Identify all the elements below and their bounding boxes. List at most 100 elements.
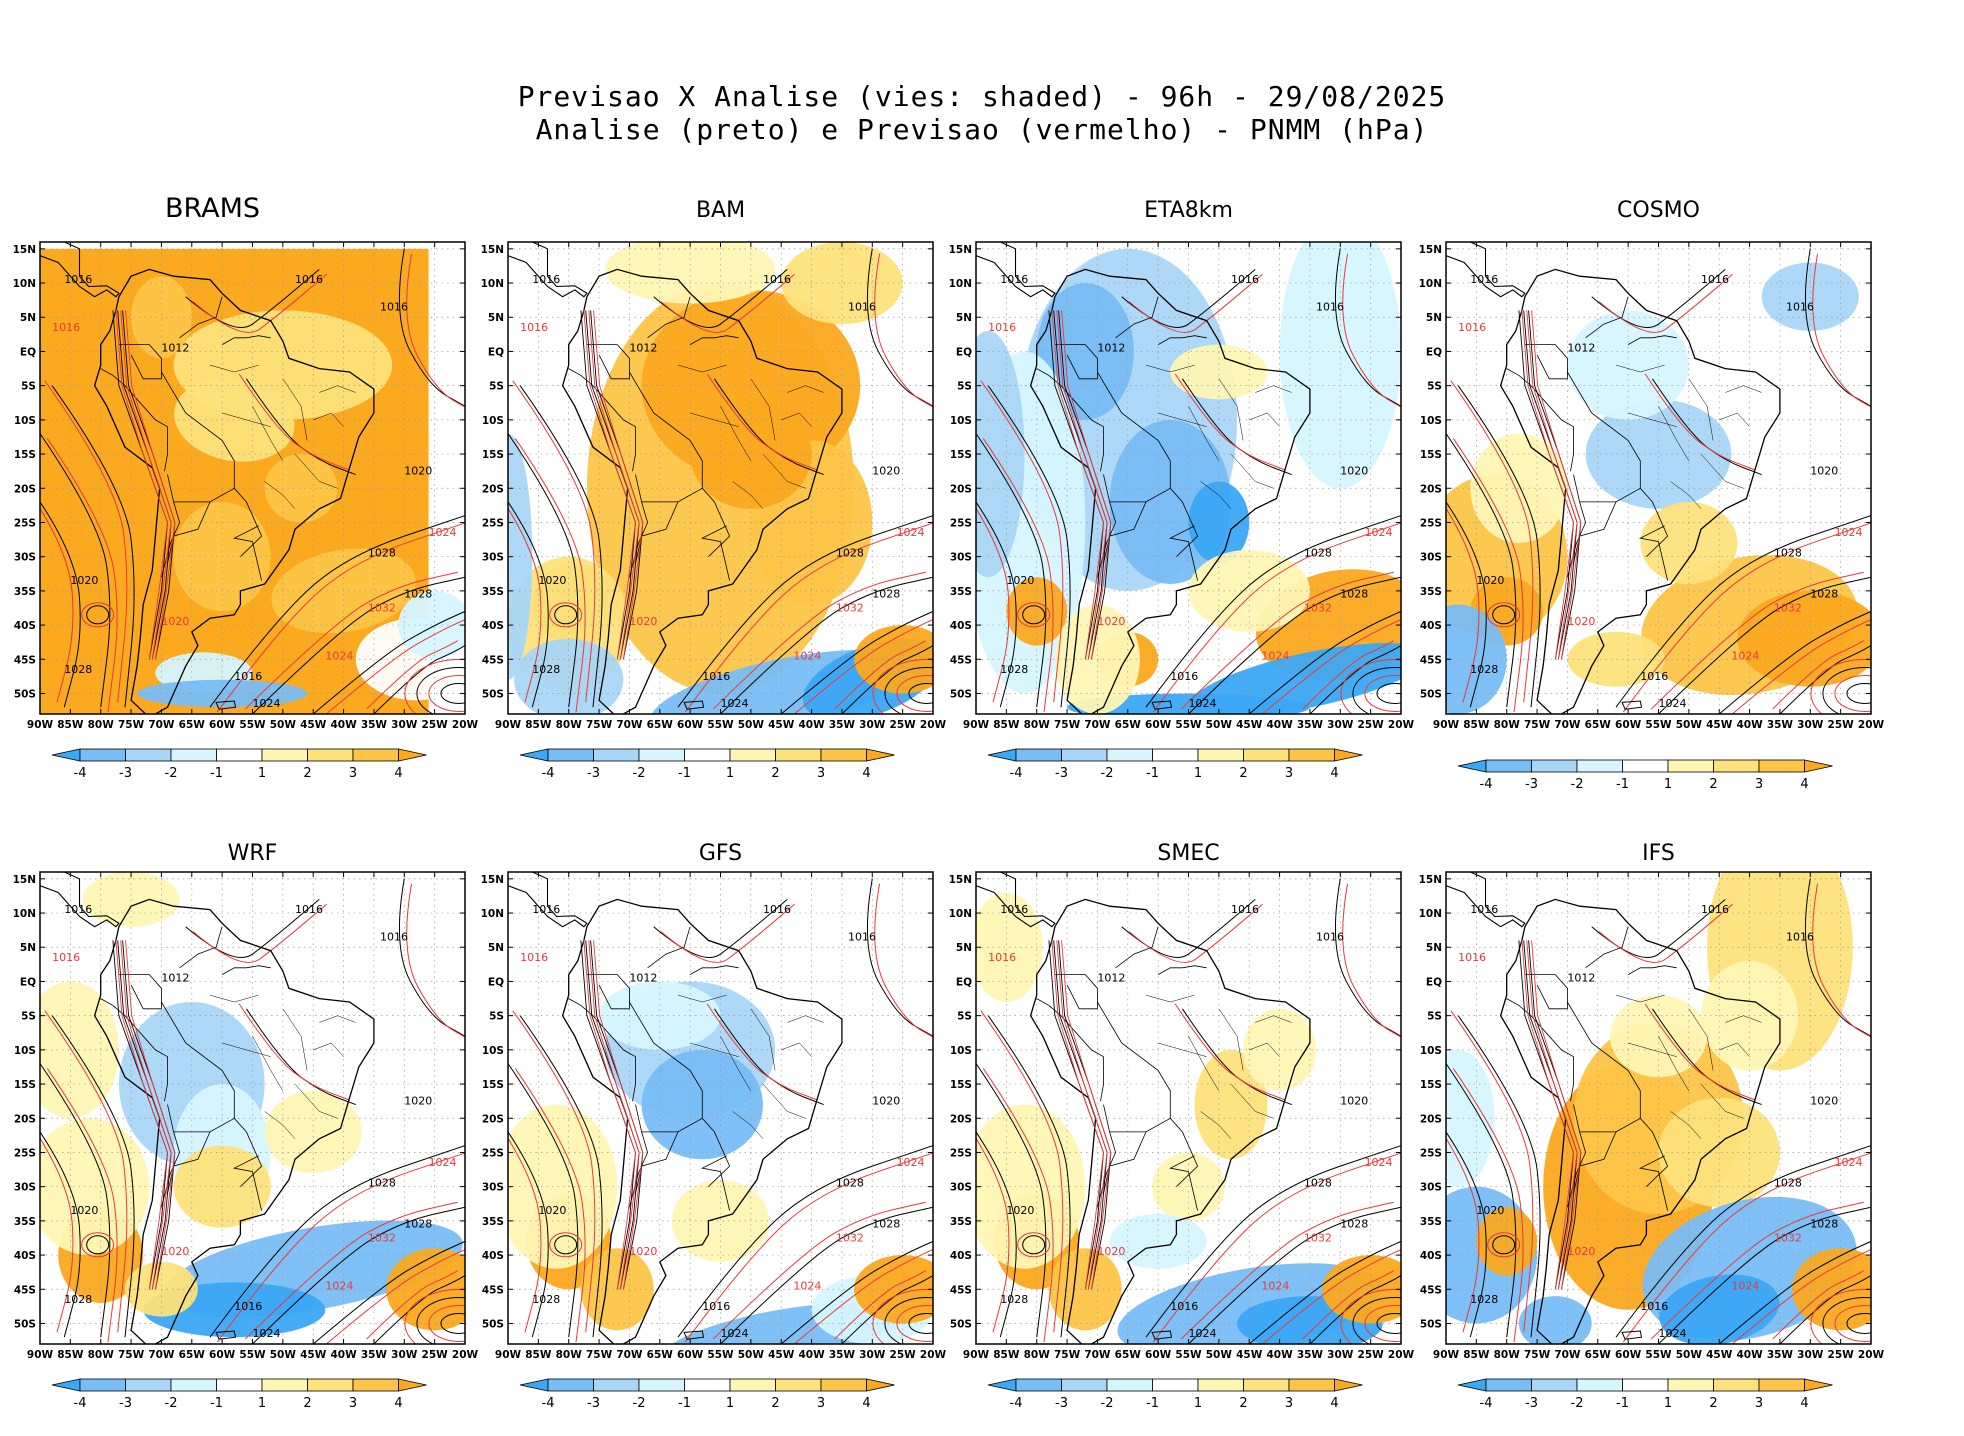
isobar-label: 1020 [70,1204,98,1217]
forecast-isobar [366,640,458,710]
lat-label: 45S [14,654,36,666]
colorbar-segment [352,748,399,762]
forecast-isobar [834,640,926,710]
lon-label: 40W [798,1349,825,1361]
colorbar-label: 4 [394,1396,402,1411]
lat-label: 10S [1420,415,1442,427]
country-border [1627,335,1677,345]
analysis-isobar [1446,433,1517,708]
colorbar-segment [638,1378,685,1392]
forecast-isobar [588,310,640,660]
colorbar-label: -1 [1616,1396,1629,1411]
lon-label: 60W [1145,719,1172,731]
isobar-label: 1012 [1097,341,1125,354]
state-border [1628,412,1677,427]
lat-label: 5S [489,381,504,393]
isobar-label: 1012 [1567,971,1595,984]
colorbar-label: -2 [633,1396,646,1411]
lat-label: 25S [482,517,504,529]
coastline-falklands [1151,1330,1173,1340]
colorbar-segment [729,1378,776,1392]
coastline-central-america [976,872,1056,928]
lon-label: 60W [1145,1349,1172,1361]
lat-label: 30S [14,1182,36,1194]
panel-title: BAM [696,198,745,223]
lat-label: 20S [14,483,36,495]
figure-subtitle: Analise (preto) e Previsao (vermelho) - … [535,113,1429,146]
state-border [787,1015,824,1023]
country-border [586,344,630,380]
lon-label: 40W [798,719,825,731]
colorbar-label: 4 [862,1396,870,1411]
forecast-isobar [593,940,644,1290]
country-border [568,998,636,1102]
state-border [1628,1042,1677,1057]
lat-label: 20S [482,1113,504,1125]
lat-label: 15S [1420,1079,1442,1091]
colorbar-segment [1015,1378,1062,1392]
forecast-isobar [1450,1010,1534,1333]
lat-label: 25S [950,517,972,529]
country-border [647,926,691,969]
colorbar-segment [1015,748,1062,762]
colorbar-label: 2 [1239,1396,1247,1411]
analysis-isobar [1145,1145,1401,1338]
isobar-label: 1032 [1774,1231,1802,1244]
lon-label: 90W [495,719,522,731]
lon-label: 90W [495,1349,522,1361]
state-border [677,994,727,1003]
forecast-isobar [1452,1068,1524,1343]
isobar-ring [884,666,933,714]
colorbar-label: -1 [678,766,691,781]
lat-label: 10S [14,1045,36,1057]
lat-label: 45S [950,1284,972,1296]
colorbar-label: 3 [1755,777,1763,792]
colorbar-segment [1622,1378,1669,1392]
isobar-ring [896,674,933,712]
state-border [1230,1083,1274,1119]
country-border [1115,296,1159,339]
lon-label: 35W [1297,1349,1324,1361]
lon-label: 50W [1206,1349,1233,1361]
isobar-label: 1016 [1000,273,1028,286]
lat-label: 10N [481,908,504,920]
lat-label: 30S [14,552,36,564]
state-border [781,1042,812,1057]
isobar-label: 1028 [404,588,432,601]
analysis-isobar [1446,1063,1517,1338]
lat-label: 15N [949,244,972,256]
colorbar-segment [1804,1378,1833,1392]
state-border [1719,412,1750,427]
lat-label: 50S [482,688,504,700]
lat-label: 40S [1420,620,1442,632]
lon-label: 60W [677,1349,704,1361]
forecast-isobar [40,507,74,703]
isobar-label: 1016 [532,273,560,286]
isobar-label: 1016 [848,930,876,943]
country-border [635,1104,703,1133]
forecast-isobar [1487,602,1521,628]
panel-title: GFS [699,841,742,866]
forecast-isobar [1812,883,1871,1038]
lat-label: 40S [14,620,36,632]
bias-shade [1567,631,1665,687]
forecast-isobar [1180,571,1394,710]
lon-label: 50W [270,719,297,731]
analysis-isobar [398,878,465,1037]
isobar-label: 1020 [1340,1095,1368,1108]
colorbar-label: 1 [1194,766,1202,781]
lon-label: 25W [1828,1349,1855,1361]
forecast-isobar [1061,940,1112,1290]
forecast-isobar [125,940,176,1290]
analysis-isobar [209,1145,465,1338]
forecast-isobar [660,273,795,333]
lat-label: 45S [950,654,972,666]
state-border [294,1083,338,1119]
country-border [1103,1131,1147,1194]
state-border [750,378,776,441]
state-border [294,453,338,489]
colorbar-label: -4 [1480,777,1493,792]
lat-label: 15N [481,244,504,256]
isobar-label: 1024 [1731,649,1759,662]
forecast-isobar [1302,1270,1394,1340]
